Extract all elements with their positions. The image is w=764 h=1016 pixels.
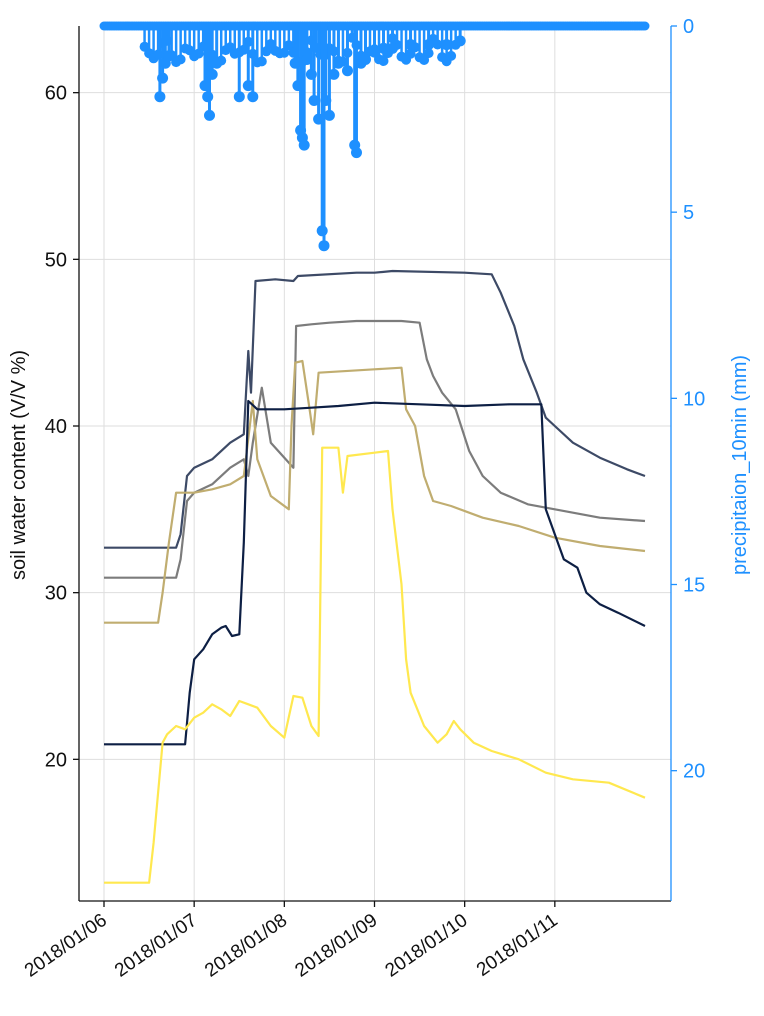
precip-point	[446, 50, 457, 61]
precip-point	[454, 35, 466, 47]
x-tick-label: 2018/01/08	[201, 910, 291, 982]
series-line-s1	[104, 269, 646, 549]
precip-point	[247, 91, 259, 103]
y-tick-label: 30	[45, 583, 67, 605]
y2-tick-label: 20	[683, 761, 705, 783]
precip-point	[175, 54, 186, 65]
precip-point	[211, 57, 223, 69]
precip-point	[640, 21, 650, 31]
precip-point	[301, 54, 313, 65]
precip-point	[298, 139, 310, 151]
y2-tick-label: 0	[683, 16, 694, 38]
precip-series	[99, 21, 650, 252]
precip-point	[423, 39, 435, 51]
y-axis-label: soil water content (V/V %)	[8, 350, 30, 580]
precip-point	[154, 91, 166, 103]
y-tick-label: 50	[45, 249, 67, 271]
precip-point	[432, 39, 443, 50]
grid	[79, 26, 671, 901]
precip-point	[202, 91, 214, 103]
precip-point	[360, 54, 371, 65]
precip-point	[332, 57, 344, 69]
y-tick-label: 20	[45, 749, 67, 771]
precip-point	[328, 68, 340, 80]
y-tick-label: 60	[45, 83, 67, 105]
precip-point	[204, 109, 215, 121]
precip-point	[351, 147, 362, 159]
x-tick-label: 2018/01/10	[382, 910, 472, 982]
precip-point	[405, 39, 417, 51]
precip-point	[283, 40, 294, 51]
precip-point	[387, 42, 398, 54]
precip-point	[163, 50, 175, 62]
x-tick-label: 2018/01/07	[111, 910, 201, 982]
series-line-s2	[104, 319, 646, 579]
precip-point	[242, 80, 254, 92]
x-tick-label: 2018/01/06	[21, 910, 111, 982]
precip-point	[441, 39, 453, 51]
precip-point	[323, 109, 335, 121]
series-line-s4	[104, 399, 646, 746]
y2-tick-label: 5	[683, 202, 694, 224]
precip-point	[316, 225, 328, 237]
precip-point	[378, 56, 389, 66]
series-line-s5	[104, 446, 646, 884]
precip-point	[206, 68, 218, 80]
precip-point	[279, 47, 290, 58]
precip-point	[157, 72, 169, 84]
precip-point	[308, 95, 320, 106]
y2-tick-label: 10	[683, 388, 705, 410]
y-tick-label: 40	[45, 416, 67, 438]
y2-axis-label: precipitaion_10min (mm)	[729, 355, 751, 575]
x-tick-label: 2018/01/09	[291, 910, 381, 982]
precip-point	[342, 65, 353, 77]
precip-point	[261, 46, 272, 57]
precip-point	[233, 91, 245, 103]
precip-point	[256, 56, 267, 67]
y2-tick-label: 15	[683, 575, 705, 597]
precip-point	[318, 240, 330, 252]
precip-point	[238, 44, 249, 55]
precip-point	[378, 42, 389, 54]
x-tick-label: 2018/01/11	[473, 910, 562, 981]
series-line-s3	[104, 359, 646, 624]
precip-point	[369, 46, 380, 58]
precip-point	[193, 48, 204, 59]
soil-series	[104, 269, 646, 884]
precip-point	[423, 48, 434, 59]
